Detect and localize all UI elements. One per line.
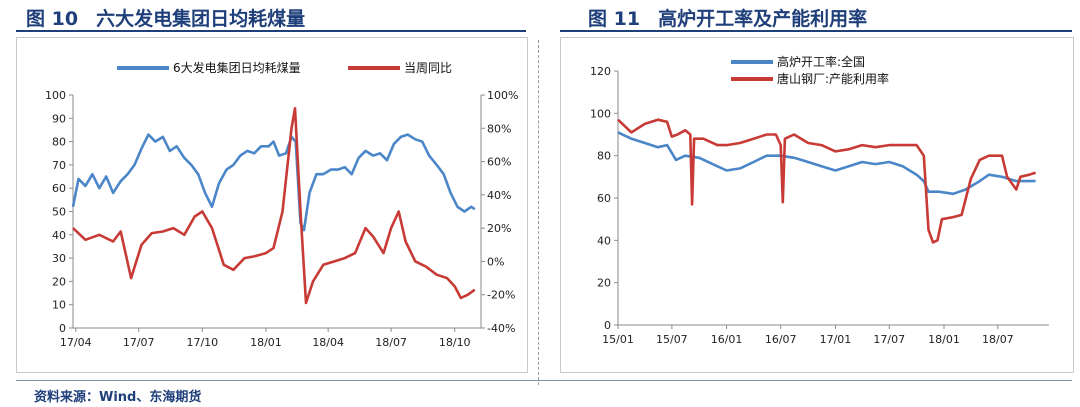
y-left-tick-label: 80: [52, 136, 66, 149]
figure-10-caption: 六大发电集团日均耗煤量: [96, 8, 306, 30]
panel-divider: [538, 40, 539, 385]
x-tick-label: 18/10: [439, 336, 471, 349]
x-tick-label: 18/01: [250, 336, 282, 349]
y-left-tick-label: 10: [52, 299, 66, 312]
figure-10-title-rule: [16, 30, 526, 32]
figure-10-number: 图 10: [26, 8, 79, 30]
x-tick-label: 15/07: [656, 333, 688, 346]
legend-label-2: 唐山钢厂:产能利用率: [777, 71, 889, 86]
y-right-tick-label: 0%: [487, 255, 504, 268]
legend-label-1: 高炉开工率:全国: [777, 54, 865, 69]
x-tick-label: 17/07: [873, 333, 905, 346]
y-left-tick-label: 100: [590, 107, 611, 120]
bottom-rule: [16, 380, 1072, 381]
legend-label-1: 6大发电集团日均耗煤量: [173, 60, 301, 75]
y-left-tick-label: 0: [59, 322, 66, 335]
y-right-tick-label: -40%: [487, 322, 515, 335]
y-left-tick-label: 50: [52, 206, 66, 219]
x-tick-label: 17/07: [123, 336, 155, 349]
y-right-tick-label: 60%: [487, 156, 511, 169]
chart-panel-coal-consumption: 0 10 20 30 40 50 60 70 80 90 100 -40% -20% 0% 20% 40% 60…: [16, 37, 528, 373]
y-left-tick-label: 30: [52, 252, 66, 265]
y-left-tick-label: 90: [52, 112, 66, 125]
x-tick-label: 15/01: [602, 333, 634, 346]
source-note: 资料来源：Wind、东海期货: [34, 390, 202, 405]
figure-11-title-rule: [560, 30, 1072, 32]
x-tick-label: 17/10: [186, 336, 218, 349]
series-line-2: [617, 118, 1037, 244]
series-line-1: [71, 133, 476, 232]
y-left-tick-label: 20: [52, 275, 66, 288]
legend-label-2: 当周同比: [404, 61, 452, 75]
y-left-tick-label: 120: [590, 65, 611, 78]
y-left-tick-label: 20: [597, 277, 611, 290]
x-tick-label: 16/01: [711, 333, 743, 346]
y-right-tick-label: 80%: [487, 122, 511, 135]
y-left-tick-label: 70: [52, 159, 66, 172]
y-left-tick-label: 60: [52, 182, 66, 195]
x-tick-label: 18/04: [312, 336, 344, 349]
coal-consumption-chart: 0 10 20 30 40 50 60 70 80 90 100 -40% -20% 0% 20% 40% 60…: [45, 60, 518, 349]
figure-10-title: 图 10 六大发电集团日均耗煤量: [26, 4, 305, 31]
series-line-2: [72, 107, 476, 305]
y-left-tick-label: 80: [597, 150, 611, 163]
x-tick-label: 17/01: [820, 333, 852, 346]
x-tick-label: 18/01: [928, 333, 960, 346]
chart-panel-blast-furnace: 0 20 40 60 80 100 120 15/01 15/07 16/01 16/07 17/01…: [560, 37, 1074, 373]
y-left-tick-label: 100: [45, 89, 66, 102]
series-line-1: [617, 131, 1036, 196]
x-tick-label: 18/07: [982, 333, 1014, 346]
figure-11-title: 图 11 高炉开工率及产能利用率: [588, 4, 867, 31]
y-left-tick-label: 60: [597, 192, 611, 205]
y-right-tick-label: 100%: [487, 89, 518, 102]
x-tick-label: 18/07: [375, 336, 407, 349]
y-left-tick-label: 0: [604, 319, 611, 332]
y-left-tick-label: 40: [52, 229, 66, 242]
y-right-tick-label: 40%: [487, 189, 511, 202]
x-tick-label: 16/07: [765, 333, 797, 346]
y-left-tick-label: 40: [597, 234, 611, 247]
figure-11-number: 图 11: [588, 8, 641, 30]
figure-11-caption: 高炉开工率及产能利用率: [658, 8, 868, 30]
x-tick-label: 17/04: [60, 336, 92, 349]
y-right-tick-label: 20%: [487, 222, 511, 235]
y-right-tick-label: -20%: [487, 289, 515, 302]
blast-furnace-chart: 0 20 40 60 80 100 120 15/01 15/07 16/01 16/07 17/01…: [590, 54, 1049, 346]
